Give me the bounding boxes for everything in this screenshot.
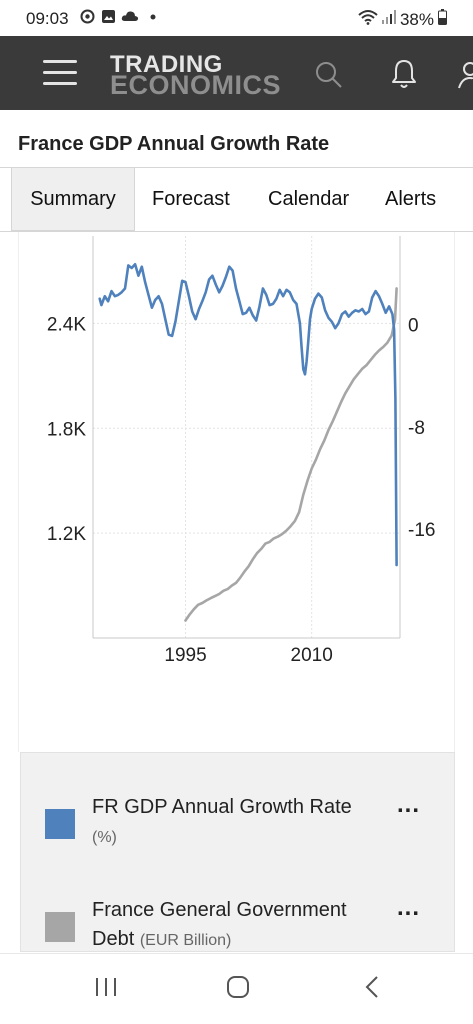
status-time: 09:03 bbox=[26, 9, 69, 28]
gallery-icon bbox=[101, 9, 116, 27]
status-bar: 09:03 38% bbox=[0, 0, 473, 36]
y-tick-left: 1.2K bbox=[47, 524, 86, 545]
tabs-divider bbox=[0, 231, 473, 232]
wifi-icon bbox=[358, 9, 378, 30]
trading-economics-logo[interactable]: TRADING ECONOMICS bbox=[110, 51, 282, 100]
tab-summary[interactable]: Summary bbox=[11, 168, 135, 231]
search-icon[interactable] bbox=[314, 60, 344, 95]
signal-icon bbox=[381, 9, 396, 30]
title-divider bbox=[0, 167, 473, 168]
menu-icon[interactable] bbox=[40, 58, 80, 88]
chart[interactable]: 2.4K 1.8K 1.2K 0 -8 -16 1995 2010 bbox=[0, 232, 473, 752]
bell-icon[interactable] bbox=[390, 58, 418, 95]
legend-label-gdp-growth: FR GDP Annual Growth Rate bbox=[92, 796, 352, 818]
y-tick-left: 1.8K bbox=[47, 419, 86, 440]
legend-label-government-debt: France General Government Debt bbox=[92, 899, 347, 950]
legend-swatch-government-debt bbox=[45, 912, 75, 942]
legend-panel: FR GDP Annual Growth Rate (%) ... France… bbox=[20, 752, 455, 952]
legend-unit-government-debt: (EUR Billion) bbox=[139, 932, 232, 949]
battery-icon bbox=[438, 9, 447, 30]
tab-forecast[interactable]: Forecast bbox=[152, 188, 230, 210]
app-header: TRADING ECONOMICS bbox=[0, 36, 473, 110]
logo-top-text: TRADING bbox=[110, 51, 223, 78]
cloud-icon bbox=[121, 9, 139, 27]
y-tick-right: -8 bbox=[408, 418, 425, 439]
legend-swatch-gdp-growth bbox=[45, 809, 75, 839]
home-icon[interactable] bbox=[225, 974, 251, 1005]
more-options-icon[interactable]: ... bbox=[397, 894, 421, 921]
back-icon[interactable] bbox=[360, 974, 386, 1005]
x-tick: 2010 bbox=[291, 645, 333, 666]
user-icon[interactable] bbox=[458, 60, 473, 95]
y-tick-right: 0 bbox=[408, 315, 419, 336]
series-line-gdp-growth bbox=[98, 262, 398, 567]
y-tick-left: 2.4K bbox=[47, 314, 86, 335]
dot-icon bbox=[149, 9, 157, 27]
tab-bar: Summary Forecast Calendar Alerts bbox=[0, 168, 473, 231]
recents-icon[interactable] bbox=[93, 974, 119, 1005]
system-nav-bar bbox=[0, 953, 473, 1024]
battery-text: 38% bbox=[399, 9, 434, 29]
legend-unit-gdp-growth: (%) bbox=[92, 829, 117, 846]
more-options-icon[interactable]: ... bbox=[397, 791, 421, 818]
series-line-government-debt bbox=[184, 287, 398, 622]
logo-bottom-text: ECONOMICS bbox=[110, 70, 282, 100]
whatsapp-icon bbox=[80, 9, 95, 27]
x-tick: 1995 bbox=[164, 645, 206, 666]
tab-alerts[interactable]: Alerts bbox=[385, 188, 437, 210]
tab-calendar[interactable]: Calendar bbox=[268, 188, 350, 210]
page-title: France GDP Annual Growth Rate bbox=[18, 133, 330, 155]
y-tick-right: -16 bbox=[408, 520, 435, 541]
chart-container bbox=[18, 232, 455, 752]
status-right: 38% bbox=[358, 9, 447, 30]
